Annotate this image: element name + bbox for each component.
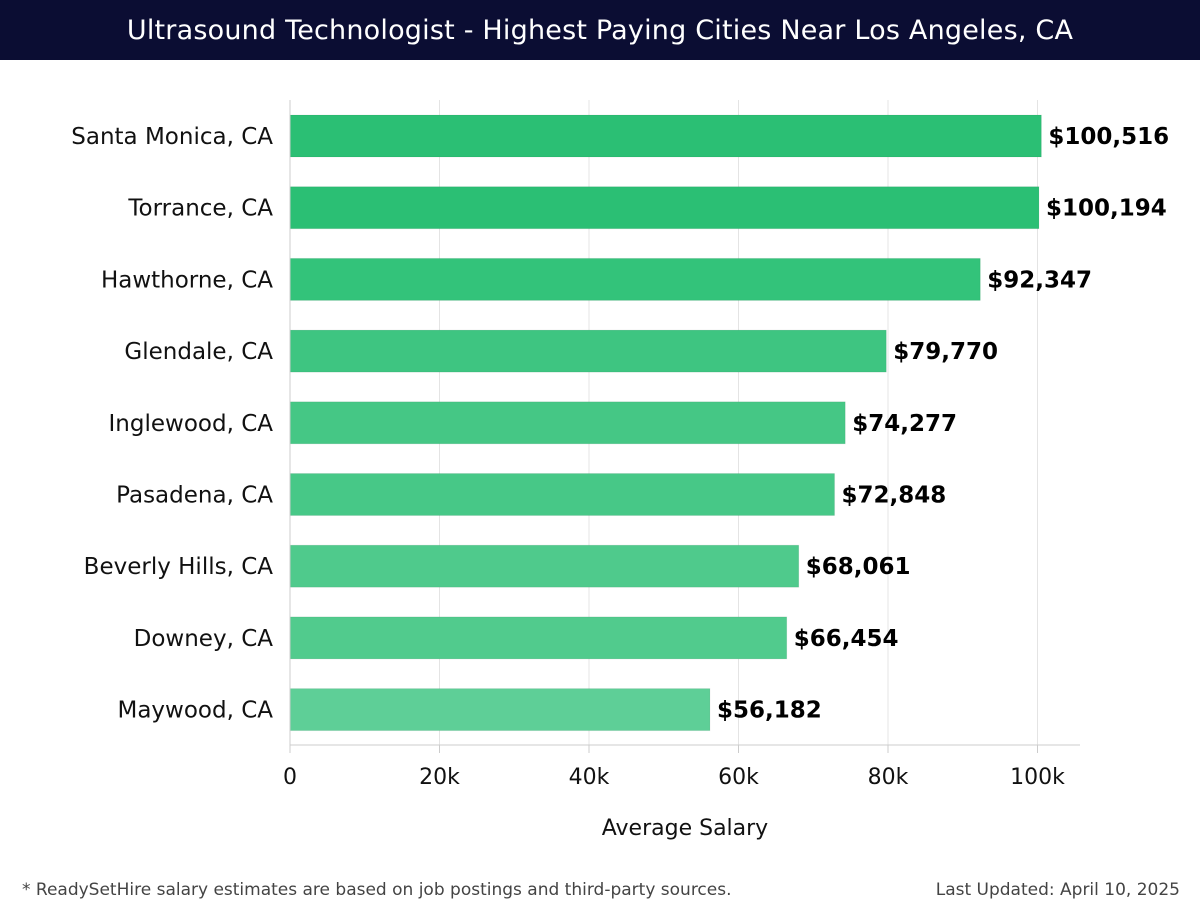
chart-title: Ultrasound Technologist - Highest Paying… — [0, 0, 1200, 60]
category-label: Pasadena, CA — [116, 483, 273, 509]
category-label: Glendale, CA — [124, 339, 273, 365]
bar — [289, 257, 981, 301]
bar — [289, 544, 800, 588]
value-label: $100,194 — [1046, 196, 1167, 222]
category-label: Santa Monica, CA — [71, 124, 273, 150]
category-label: Beverly Hills, CA — [84, 554, 274, 580]
bar — [289, 688, 711, 732]
x-tick-label: 100k — [1010, 765, 1065, 790]
bar — [289, 114, 1042, 158]
value-label: $66,454 — [794, 626, 899, 652]
last-updated-text: Last Updated: April 10, 2025 — [935, 880, 1180, 900]
category-label: Inglewood, CA — [109, 411, 274, 437]
bar — [289, 329, 887, 373]
value-label: $72,848 — [842, 483, 947, 509]
value-label: $79,770 — [893, 339, 998, 365]
category-label: Torrance, CA — [127, 196, 273, 222]
x-tick-label: 60k — [718, 765, 759, 790]
value-label: $74,277 — [852, 411, 957, 437]
footnote-text: * ReadySetHire salary estimates are base… — [22, 880, 732, 900]
category-label: Downey, CA — [134, 626, 274, 652]
value-label: $92,347 — [987, 267, 1092, 293]
x-tick-label: 80k — [868, 765, 909, 790]
bar — [289, 186, 1040, 230]
bar — [289, 473, 836, 516]
category-label: Maywood, CA — [117, 698, 273, 724]
value-label: $56,182 — [717, 698, 822, 724]
x-tick-label: 0 — [283, 765, 297, 790]
value-label: $68,061 — [806, 554, 911, 580]
x-tick-label: 20k — [419, 765, 460, 790]
value-label: $100,516 — [1048, 124, 1169, 150]
category-label: Hawthorne, CA — [101, 267, 273, 293]
bar — [289, 401, 846, 445]
salary-bar-chart: Santa Monica, CA $100,516 Torrance, CA $100… — [71, 100, 1169, 841]
x-tick-label: 40k — [569, 765, 610, 790]
x-axis-title: Average Salary — [602, 816, 768, 841]
bar — [289, 616, 788, 660]
